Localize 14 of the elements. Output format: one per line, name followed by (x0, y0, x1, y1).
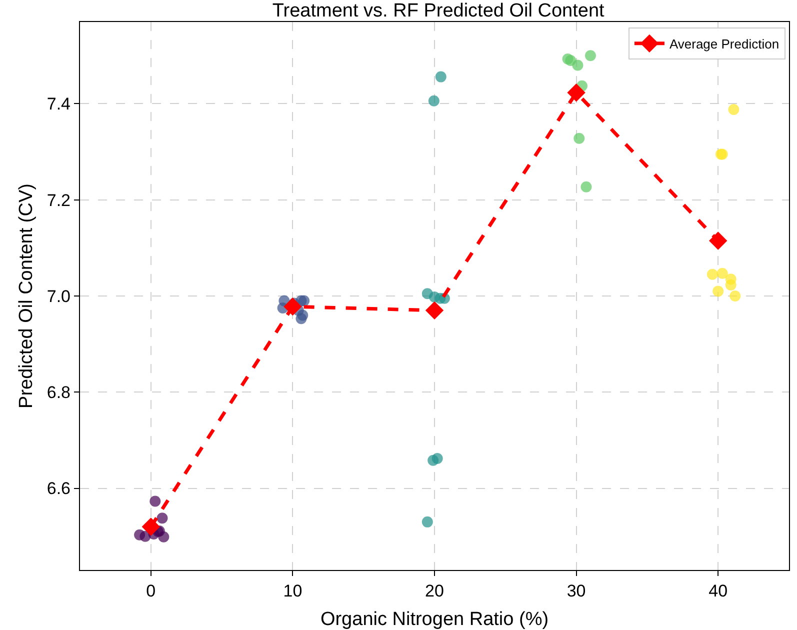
y-axis-title: Predicted Oil Content (CV) (16, 184, 37, 408)
x-tick-label: 30 (566, 582, 586, 600)
x-tick-label: 40 (708, 582, 728, 600)
x-axis-title: Organic Nitrogen Ratio (%) (320, 609, 549, 630)
x-tick-label: 0 (146, 582, 156, 600)
y-tick-label: 7.0 (46, 286, 70, 306)
y-tick-label: 7.4 (46, 94, 70, 114)
y-tick-label: 7.2 (46, 190, 70, 210)
y-tick-label: 6.8 (46, 383, 70, 402)
y-tick-label: 6.6 (46, 479, 70, 498)
legend-label: Average Prediction (669, 36, 780, 52)
x-tick-label: 10 (283, 582, 302, 600)
chart-title: Treatment vs. RF Predicted Oil Content (272, 0, 606, 22)
x-tick-label: 20 (425, 582, 444, 600)
